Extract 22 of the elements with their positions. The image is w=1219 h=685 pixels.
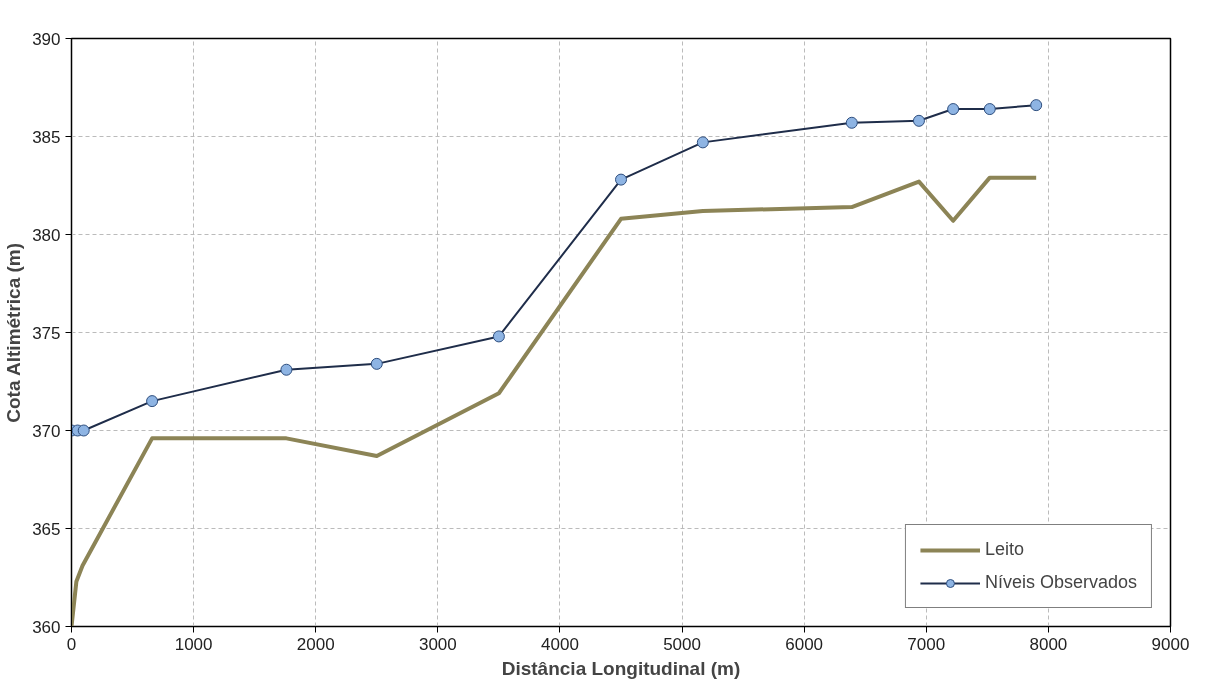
x-tick-label: 7000 xyxy=(907,634,946,654)
x-tick-label: 9000 xyxy=(1151,634,1190,654)
y-tick-label: 380 xyxy=(32,225,61,245)
x-tick-label: 4000 xyxy=(541,634,579,654)
x-tick-label: 8000 xyxy=(1029,634,1068,654)
y-tick-label: 370 xyxy=(32,421,61,441)
legend-label: Níveis Observados xyxy=(984,572,1137,593)
x-axis-title: Distância Longitudinal (m) xyxy=(501,657,741,679)
x-tick-label: 6000 xyxy=(785,634,824,654)
x-tick-label: 5000 xyxy=(663,634,701,654)
x-tick-label: 3000 xyxy=(418,634,457,654)
y-tick-label: 385 xyxy=(32,127,61,147)
x-tick-label: 0 xyxy=(66,634,77,654)
x-tick-label: 1000 xyxy=(174,634,213,654)
y-tick-label: 365 xyxy=(32,519,61,539)
y-tick-label: 375 xyxy=(32,323,61,343)
y-tick-label: 360 xyxy=(32,617,61,637)
y-axis-title: Cota Altimétrica (m) xyxy=(3,242,25,423)
x-tick-label: 2000 xyxy=(296,634,335,654)
line-series xyxy=(71,175,1039,627)
legend-label: Leito xyxy=(984,539,1024,560)
y-tick-label: 390 xyxy=(32,29,61,49)
